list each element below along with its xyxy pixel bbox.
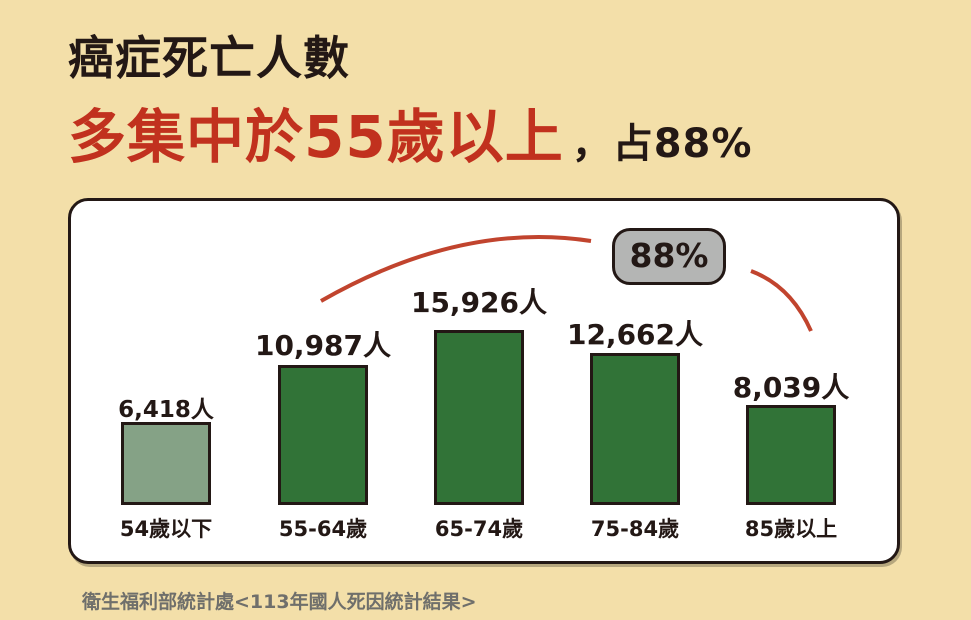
source-note: 衛生福利部統計處<113年國人死因統計結果>	[82, 591, 477, 613]
bar-category-label: 65-74歲	[434, 517, 524, 541]
bar-54-below	[121, 422, 211, 505]
bar-value-label: 15,926人	[410, 286, 548, 319]
chart-panel: 88% 6,418人 54歲以下 10,987人 55-64歲 15,926人 …	[68, 198, 900, 564]
title-line-1: 癌症死亡人數	[68, 31, 350, 85]
title-line-2: 多集中於55歲以上 ，占88%	[68, 90, 752, 174]
bar-category-label: 75-84歲	[590, 517, 680, 541]
bar-75-84	[590, 353, 680, 505]
bar-category-label: 85歲以上	[744, 517, 838, 541]
percentage-badge: 88%	[612, 228, 726, 285]
bracket-arc-icon	[320, 235, 813, 332]
bar-value-label: 12,662人	[566, 318, 704, 351]
title-suffix: ，占88%	[571, 121, 753, 167]
bar-category-label: 55-64歲	[278, 517, 368, 541]
title-highlight: 多集中於55歲以上	[68, 103, 564, 171]
bar-value-label: 8,039人	[732, 371, 850, 404]
bar-category-label: 54歲以下	[119, 517, 213, 541]
bar-55-64	[278, 365, 368, 505]
bar-value-label: 6,418人	[118, 397, 214, 423]
bar-65-74	[434, 330, 524, 505]
bar-85-above	[746, 405, 836, 505]
bar-value-label: 10,987人	[254, 329, 392, 362]
